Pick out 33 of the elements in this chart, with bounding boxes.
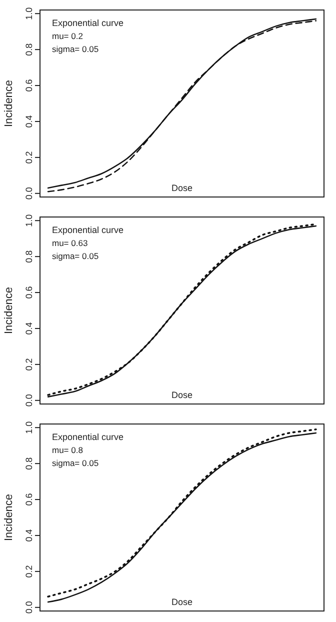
y-tick-label: 0.2 bbox=[24, 358, 34, 371]
annotation: mu= 0.2 bbox=[52, 31, 84, 41]
annotation: Exponential curve bbox=[52, 18, 124, 28]
y-tick-label: 1.0 bbox=[24, 7, 34, 20]
y-tick-label: 0.6 bbox=[24, 493, 34, 506]
y-tick-label: 0.4 bbox=[24, 529, 34, 542]
y-tick-label: 1.0 bbox=[24, 421, 34, 434]
y-axis-title: Incidence bbox=[3, 80, 15, 128]
y-tick-label: 0.0 bbox=[24, 187, 34, 200]
y-tick-label: 0.0 bbox=[24, 601, 34, 614]
y-tick-label: 0.2 bbox=[24, 565, 34, 578]
annotation: mu= 0.63 bbox=[52, 238, 88, 248]
annotation: Exponential curve bbox=[52, 432, 124, 442]
y-tick-label: 1.0 bbox=[24, 214, 34, 227]
y-tick-label: 0.6 bbox=[24, 79, 34, 92]
y-tick-label: 0.4 bbox=[24, 115, 34, 128]
x-axis-title: Dose bbox=[171, 183, 193, 193]
y-tick-label: 0.8 bbox=[24, 457, 34, 470]
annotation: sigma= 0.05 bbox=[52, 44, 99, 54]
y-tick-label: 0.2 bbox=[24, 151, 34, 164]
y-tick-label: 0.6 bbox=[24, 286, 34, 299]
y-tick-label: 0.8 bbox=[24, 43, 34, 56]
annotation: sigma= 0.05 bbox=[52, 458, 99, 468]
y-tick-label: 0.4 bbox=[24, 322, 34, 335]
x-axis-title: Dose bbox=[171, 390, 193, 400]
x-axis-title: Dose bbox=[171, 597, 193, 607]
y-axis-title: Incidence bbox=[3, 286, 15, 334]
y-tick-label: 0.8 bbox=[24, 250, 34, 263]
y-tick-label: 0.0 bbox=[24, 394, 34, 407]
annotation: Exponential curve bbox=[52, 225, 124, 235]
y-axis-title: Incidence bbox=[3, 494, 15, 542]
annotation: mu= 0.8 bbox=[52, 445, 84, 455]
annotation: sigma= 0.05 bbox=[52, 251, 99, 261]
